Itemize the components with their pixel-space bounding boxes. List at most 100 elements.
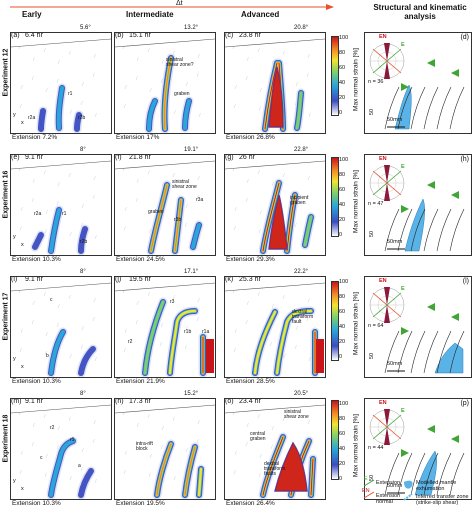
minor-strain-lineament	[92, 438, 95, 444]
minor-strain-lineament	[31, 441, 34, 447]
legend-inferred: Inferred transfer zone (strike-slip shea…	[416, 494, 469, 506]
colorbar-tick: 60	[339, 431, 346, 437]
map-annotation: c	[50, 297, 53, 303]
model-top-mask	[11, 399, 111, 413]
minor-strain-lineament	[282, 172, 285, 178]
analysis-panel-id: (p)	[460, 400, 469, 407]
minor-strain-lineament	[172, 172, 175, 178]
minor-strain-lineament	[32, 56, 35, 62]
minor-strain-lineament	[80, 222, 83, 228]
colorbar-title: Max normal strain [%]	[352, 48, 360, 111]
extension-arrow	[427, 303, 435, 311]
extension-arrow	[401, 449, 409, 457]
mantle-exhumation-area	[434, 342, 464, 374]
map-annotation: block	[136, 446, 148, 452]
fault-trace	[449, 330, 465, 374]
extension-arrow	[451, 313, 459, 321]
colorbar-tick: 0	[339, 354, 343, 360]
extension-arrow	[451, 69, 459, 77]
fault-trace	[384, 86, 400, 130]
minor-strain-lineament	[270, 444, 273, 450]
model-top-edge	[225, 160, 325, 170]
minor-strain-lineament	[69, 475, 72, 481]
minor-strain-lineament	[184, 344, 187, 350]
colorbar-tick: 0	[339, 232, 343, 238]
strain-map-panel: (m) 9.1 hr	[10, 398, 112, 500]
fault-trace	[384, 330, 400, 374]
minor-strain-lineament	[147, 169, 150, 175]
mantle-exhumation-area	[404, 198, 425, 252]
legend: E Extension EN Extension normal Modelled man…	[362, 476, 474, 518]
minor-strain-lineament	[246, 300, 249, 306]
map-annotation: r2	[128, 339, 133, 345]
strain-band	[32, 232, 44, 250]
minor-strain-lineament	[234, 328, 237, 334]
minor-strain-lineament	[233, 225, 236, 231]
minor-strain-lineament	[69, 353, 72, 359]
panel-time: 25.3 hr	[239, 276, 261, 283]
fault-trace	[397, 330, 413, 374]
experiment-label: Experiment 18	[2, 414, 10, 463]
map-annotation: graben	[290, 200, 306, 206]
sample-count: n = 44	[368, 445, 384, 451]
kinematic-analysis-panel: (l) n = 64 EN E 50mm 50	[364, 276, 472, 378]
minor-strain-lineament	[147, 413, 150, 419]
fault-trace	[410, 330, 426, 374]
rotation-angle: 22.2°	[294, 269, 309, 275]
extension-arrow	[427, 181, 435, 189]
panel-time: 6.4 hr	[25, 32, 43, 39]
minor-strain-lineament	[185, 203, 188, 209]
minor-strain-lineament	[282, 50, 285, 56]
minor-strain-lineament	[271, 303, 274, 309]
minor-strain-lineament	[94, 478, 97, 484]
minor-strain-lineament	[198, 112, 201, 118]
model-top-mask	[115, 33, 215, 47]
fault-trace	[423, 330, 439, 374]
minor-strain-lineament	[45, 331, 48, 337]
strain-core	[275, 443, 307, 491]
minor-strain-lineament	[136, 422, 139, 428]
panel-id: (k)	[225, 276, 235, 283]
strain-band	[78, 468, 94, 498]
minor-strain-lineament	[149, 87, 152, 93]
minor-strain-lineament	[257, 413, 260, 419]
kinematic-analysis-panel: (h) n = 47 EN E 50mm 50	[364, 154, 472, 256]
minor-strain-lineament	[257, 291, 260, 297]
minor-strain-lineament	[44, 472, 47, 478]
strain-map-svg	[11, 399, 111, 499]
legend-e-label: E	[364, 476, 368, 482]
experiment-label: Experiment 12	[2, 48, 10, 97]
rose-petal	[384, 43, 390, 61]
fault-trace	[423, 208, 439, 252]
column-header-analysis: Structural and kinematic analysis	[370, 3, 470, 21]
rotation-angle: 22.8°	[294, 147, 309, 153]
strain-band	[49, 208, 61, 253]
minor-strain-lineament	[294, 222, 297, 228]
map-annotation: r1a	[202, 329, 210, 335]
strain-band	[74, 112, 82, 132]
minor-strain-lineament	[259, 209, 262, 215]
minor-strain-lineament	[19, 347, 22, 353]
minor-strain-lineament	[80, 466, 83, 472]
strain-map-panel: (n) 17.3 hr	[114, 398, 216, 500]
panel-time: 21.8 hr	[129, 154, 151, 161]
colorbar	[331, 281, 339, 361]
model-top-mask	[225, 33, 325, 47]
analysis-svg	[369, 43, 465, 130]
panel-time: 19.5 hr	[129, 276, 151, 283]
minor-strain-lineament	[43, 47, 46, 53]
experiment-label: Experiment 16	[2, 170, 10, 219]
minor-strain-lineament	[161, 425, 164, 431]
minor-strain-lineament	[308, 112, 311, 118]
rose-petal	[384, 287, 390, 305]
minor-strain-lineament	[94, 356, 97, 362]
axis-y-label: y	[13, 356, 16, 362]
minor-strain-lineament	[246, 422, 249, 428]
minor-strain-lineament	[306, 72, 309, 78]
minor-strain-lineament	[307, 297, 310, 303]
rose-petal	[384, 61, 390, 79]
sample-count: n = 64	[368, 323, 384, 329]
minor-strain-lineament	[147, 47, 150, 53]
rotation-angle: 20.8°	[294, 25, 309, 31]
